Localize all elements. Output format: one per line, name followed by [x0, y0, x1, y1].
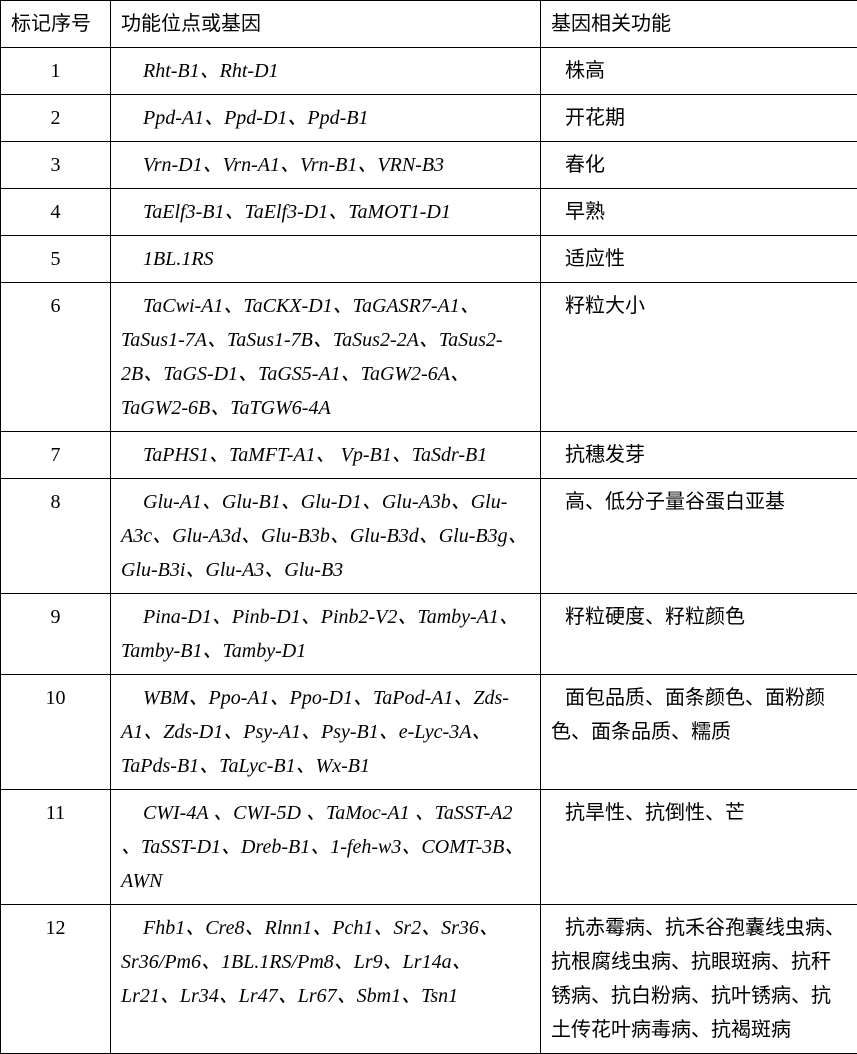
- gene-function-cell: 籽粒大小: [541, 283, 857, 432]
- gene-site-cell: Fhb1、Cre8、Rlnn1、Pch1、Sr2、Sr36、Sr36/Pm6、1…: [111, 905, 541, 1054]
- table-row: 51BL.1RS适应性: [1, 236, 857, 283]
- gene-site-cell: Glu-A1、Glu-B1、Glu-D1、Glu-A3b、Glu-A3c、Glu…: [111, 479, 541, 594]
- table-header-row: 标记序号 功能位点或基因 基因相关功能: [1, 1, 857, 48]
- table-row: 3Vrn-D1、Vrn-A1、Vrn-B1、VRN-B3春化: [1, 142, 857, 189]
- marker-number-cell: 2: [1, 95, 111, 142]
- gene-function-cell: 开花期: [541, 95, 857, 142]
- gene-site-cell: TaCwi-A1、TaCKX-D1、TaGASR7-A1、TaSus1-7A、T…: [111, 283, 541, 432]
- table-row: 6TaCwi-A1、TaCKX-D1、TaGASR7-A1、TaSus1-7A、…: [1, 283, 857, 432]
- gene-function-cell: 株高: [541, 48, 857, 95]
- marker-number-cell: 6: [1, 283, 111, 432]
- gene-site-cell: CWI-4A 、CWI-5D 、TaMoc-A1 、TaSST-A2 、TaSS…: [111, 790, 541, 905]
- table-row: 1Rht-B1、Rht-D1株高: [1, 48, 857, 95]
- gene-function-cell: 抗穗发芽: [541, 432, 857, 479]
- gene-function-cell: 籽粒硬度、籽粒颜色: [541, 594, 857, 675]
- table-row: 7TaPHS1、TaMFT-A1、 Vp-B1、TaSdr-B1抗穗发芽: [1, 432, 857, 479]
- marker-number-cell: 12: [1, 905, 111, 1054]
- gene-function-table: 标记序号 功能位点或基因 基因相关功能 1Rht-B1、Rht-D1株高2Ppd…: [0, 0, 857, 1054]
- marker-number-cell: 3: [1, 142, 111, 189]
- table-row: 4TaElf3-B1、TaElf3-D1、TaMOT1-D1早熟: [1, 189, 857, 236]
- gene-function-cell: 高、低分子量谷蛋白亚基: [541, 479, 857, 594]
- table-row: 12Fhb1、Cre8、Rlnn1、Pch1、Sr2、Sr36、Sr36/Pm6…: [1, 905, 857, 1054]
- gene-site-cell: Ppd-A1、Ppd-D1、Ppd-B1: [111, 95, 541, 142]
- table-row: 2Ppd-A1、Ppd-D1、Ppd-B1开花期: [1, 95, 857, 142]
- gene-site-cell: WBM、Ppo-A1、Ppo-D1、TaPod-A1、Zds-A1、Zds-D1…: [111, 675, 541, 790]
- gene-function-cell: 春化: [541, 142, 857, 189]
- gene-site-cell: Rht-B1、Rht-D1: [111, 48, 541, 95]
- marker-number-cell: 9: [1, 594, 111, 675]
- header-gene-site: 功能位点或基因: [111, 1, 541, 48]
- marker-number-cell: 7: [1, 432, 111, 479]
- table-row: 9Pina-D1、Pinb-D1、Pinb2-V2、Tamby-A1、Tamby…: [1, 594, 857, 675]
- gene-function-cell: 抗旱性、抗倒性、芒: [541, 790, 857, 905]
- table-row: 8Glu-A1、Glu-B1、Glu-D1、Glu-A3b、Glu-A3c、Gl…: [1, 479, 857, 594]
- gene-function-cell: 适应性: [541, 236, 857, 283]
- marker-number-cell: 5: [1, 236, 111, 283]
- table-row: 10WBM、Ppo-A1、Ppo-D1、TaPod-A1、Zds-A1、Zds-…: [1, 675, 857, 790]
- header-gene-function: 基因相关功能: [541, 1, 857, 48]
- gene-site-cell: Pina-D1、Pinb-D1、Pinb2-V2、Tamby-A1、Tamby-…: [111, 594, 541, 675]
- gene-site-cell: TaPHS1、TaMFT-A1、 Vp-B1、TaSdr-B1: [111, 432, 541, 479]
- gene-function-cell: 抗赤霉病、抗禾谷孢囊线虫病、抗根腐线虫病、抗眼斑病、抗秆锈病、抗白粉病、抗叶锈病…: [541, 905, 857, 1054]
- gene-function-cell: 面包品质、面条颜色、面粉颜色、面条品质、糯质: [541, 675, 857, 790]
- gene-site-cell: 1BL.1RS: [111, 236, 541, 283]
- marker-number-cell: 11: [1, 790, 111, 905]
- table-row: 11CWI-4A 、CWI-5D 、TaMoc-A1 、TaSST-A2 、Ta…: [1, 790, 857, 905]
- gene-function-cell: 早熟: [541, 189, 857, 236]
- marker-number-cell: 4: [1, 189, 111, 236]
- gene-site-cell: Vrn-D1、Vrn-A1、Vrn-B1、VRN-B3: [111, 142, 541, 189]
- marker-number-cell: 10: [1, 675, 111, 790]
- marker-number-cell: 1: [1, 48, 111, 95]
- header-marker-number: 标记序号: [1, 1, 111, 48]
- gene-site-cell: TaElf3-B1、TaElf3-D1、TaMOT1-D1: [111, 189, 541, 236]
- marker-number-cell: 8: [1, 479, 111, 594]
